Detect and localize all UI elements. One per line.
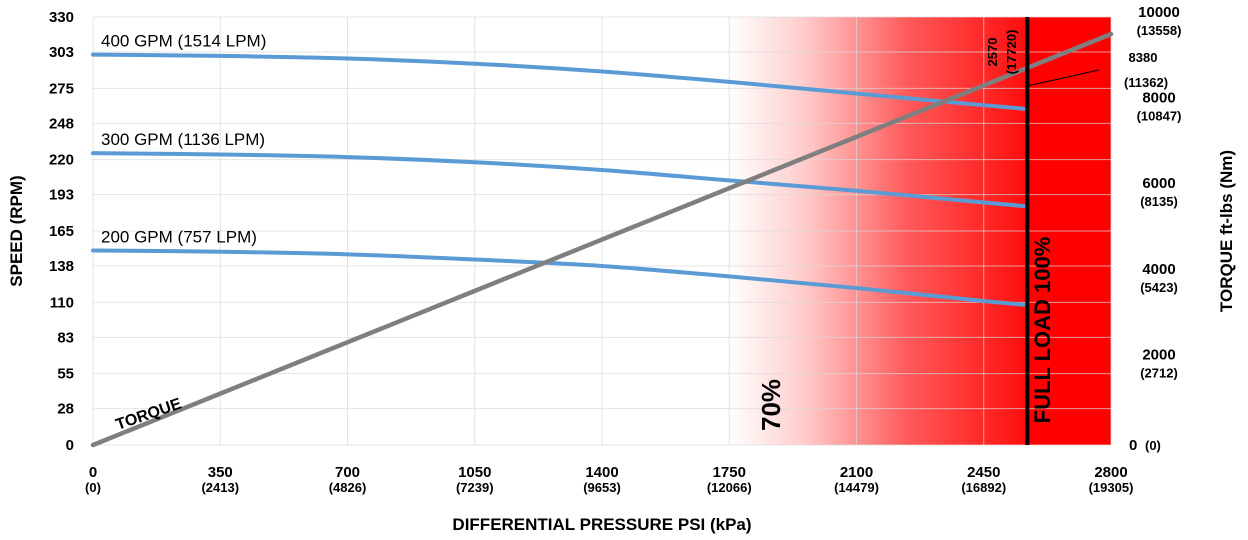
y2-tick-label: 10000 xyxy=(1138,4,1180,21)
y-tick-label: 28 xyxy=(57,401,74,418)
x-tick-label: 700 xyxy=(335,464,360,481)
series-label: 300 GPM (1136 LPM) xyxy=(101,130,265,149)
y2-tick-label: 4000 xyxy=(1142,261,1175,278)
y2-tick-sublabel: (8135) xyxy=(1140,194,1178,209)
x-tick-sublabel: (12066) xyxy=(707,480,752,495)
zone-70-label: 70% xyxy=(756,379,786,431)
y2-axis-title: TORQUE ft-lbs (Nm) xyxy=(1217,150,1236,312)
x-tick-label: 1750 xyxy=(713,464,746,481)
full-load-reference xyxy=(1025,17,1100,445)
x-tick-sublabel: (0) xyxy=(85,480,101,495)
y2-tick-sublabel: (2712) xyxy=(1140,365,1178,380)
y-tick-label: 165 xyxy=(49,223,74,240)
y-tick-label: 0 xyxy=(66,437,74,454)
series-label: 400 GPM (1514 LPM) xyxy=(101,32,266,51)
y-tick-label: 303 xyxy=(49,44,74,61)
torque-pointer-line xyxy=(1025,69,1100,87)
y-tick-label: 193 xyxy=(49,187,74,204)
torque-line xyxy=(90,31,1114,448)
y-tick-label: 55 xyxy=(57,366,74,383)
y-axis-title: SPEED (RPM) xyxy=(7,175,26,286)
y-tick-label: 138 xyxy=(49,258,74,275)
flow-series-line xyxy=(91,248,1030,307)
y2-tick-sublabel: (5423) xyxy=(1140,280,1178,295)
x-tick-label: 1050 xyxy=(458,464,491,481)
x-tick-sublabel: (16892) xyxy=(961,480,1006,495)
y-tick-label: 330 xyxy=(49,9,74,26)
x-tick-label: 350 xyxy=(208,464,233,481)
flow-series-line xyxy=(91,52,1030,112)
y2-tick-label: 8000 xyxy=(1142,90,1175,107)
y2-tick-label: 6000 xyxy=(1142,175,1175,192)
torque-at-full-label: 8380 xyxy=(1129,50,1158,65)
x-tick-sublabel: (9653) xyxy=(583,480,621,495)
y2-tick-sublabel: (13558) xyxy=(1137,23,1182,38)
x-tick-label: 2450 xyxy=(967,464,1000,481)
grid-lines xyxy=(92,16,1112,446)
full-load-kpa-label: (17720) xyxy=(1004,30,1019,75)
y-tick-label: 83 xyxy=(57,329,74,346)
x-tick-label: 1400 xyxy=(585,464,618,481)
x-tick-sublabel: (14479) xyxy=(834,480,879,495)
y2-tick-sublabel: (10847) xyxy=(1137,109,1182,124)
y2-tick-label: 2000 xyxy=(1142,346,1175,363)
y2-tick-sublabel: (0) xyxy=(1145,438,1161,453)
x-axis-title: DIFFERENTIAL PRESSURE PSI (kPa) xyxy=(452,515,751,534)
x-tick-label: 2800 xyxy=(1094,464,1127,481)
y-tick-label: 275 xyxy=(49,80,74,97)
torque-label: TORQUE xyxy=(114,395,184,433)
flow-series-line xyxy=(91,151,1030,209)
x-tick-label: 0 xyxy=(89,464,97,481)
torque-at-full-sublabel: (11362) xyxy=(1124,75,1168,90)
full-load-psi-label: 2570 xyxy=(985,38,1000,67)
y-tick-label: 110 xyxy=(50,294,74,311)
x-tick-sublabel: (19305) xyxy=(1089,480,1134,495)
series-label: 200 GPM (757 LPM) xyxy=(101,227,257,246)
x-tick-sublabel: (2413) xyxy=(201,480,239,495)
y2-tick-label: 0 xyxy=(1129,437,1137,454)
full-load-label: FULL LOAD 100% xyxy=(1030,237,1055,424)
x-tick-sublabel: (7239) xyxy=(456,480,494,495)
x-tick-sublabel: (4826) xyxy=(329,480,367,495)
series-lines xyxy=(90,31,1114,448)
y-tick-label: 220 xyxy=(49,152,74,169)
chart-labels: 400 GPM (1514 LPM) 300 GPM (1136 LPM) 200 … xyxy=(7,4,1236,534)
y-tick-label: 248 xyxy=(49,115,74,132)
x-tick-label: 2100 xyxy=(840,464,873,481)
